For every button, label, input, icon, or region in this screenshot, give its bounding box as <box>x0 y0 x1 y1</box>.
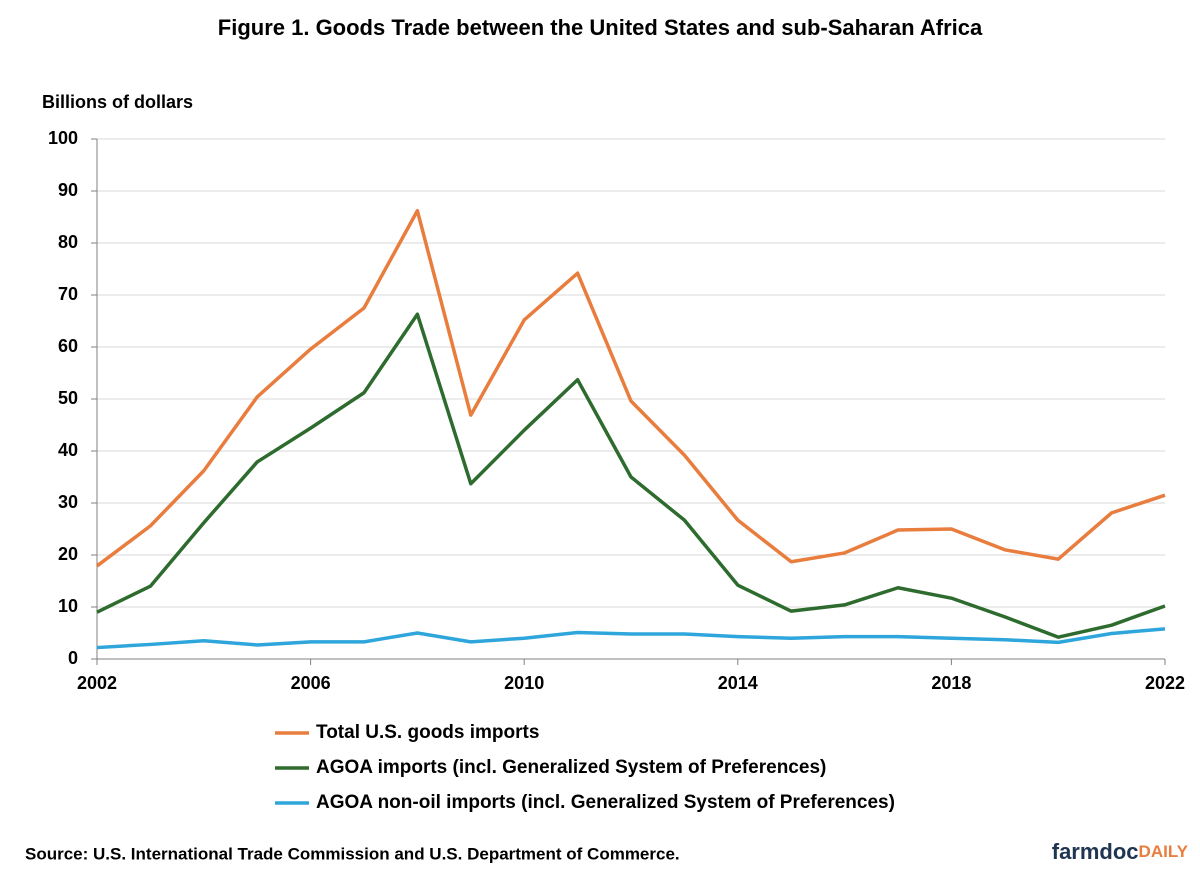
source-note: Source: U.S. International Trade Commiss… <box>25 844 680 863</box>
logo-sub: DAILY <box>1139 842 1189 861</box>
x-tick-label: 2022 <box>1145 673 1185 693</box>
x-tick-label: 2014 <box>718 673 758 693</box>
x-tick-label: 2010 <box>504 673 544 693</box>
x-tick-label: 2002 <box>77 673 117 693</box>
x-tick-label: 2006 <box>291 673 331 693</box>
series-line <box>95 209 1166 568</box>
series-line <box>96 312 1166 639</box>
chart-title: Figure 1. Goods Trade between the United… <box>218 15 983 40</box>
logo: farmdocDAILY <box>1052 839 1189 864</box>
y-tick-label: 70 <box>58 284 78 304</box>
y-tick-label: 90 <box>58 180 78 200</box>
y-tick-label: 80 <box>58 232 78 252</box>
y-tick-label: 40 <box>58 440 78 460</box>
y-tick-label: 50 <box>58 388 78 408</box>
legend-label: AGOA imports (incl. Generalized System o… <box>316 757 826 778</box>
y-tick-label: 10 <box>58 596 78 616</box>
logo-main: farmdoc <box>1052 839 1139 864</box>
series-line <box>96 627 1166 650</box>
y-tick-label: 60 <box>58 336 78 356</box>
legend-label: AGOA non-oil imports (incl. Generalized … <box>316 792 895 813</box>
legend-label: Total U.S. goods imports <box>316 722 539 743</box>
y-tick-label: 30 <box>58 492 78 512</box>
x-tick-label: 2018 <box>931 673 971 693</box>
y-tick-label: 100 <box>48 128 78 148</box>
y-tick-label: 20 <box>58 544 78 564</box>
y-axis-label: Billions of dollars <box>42 92 193 112</box>
y-tick-label: 0 <box>68 648 78 668</box>
